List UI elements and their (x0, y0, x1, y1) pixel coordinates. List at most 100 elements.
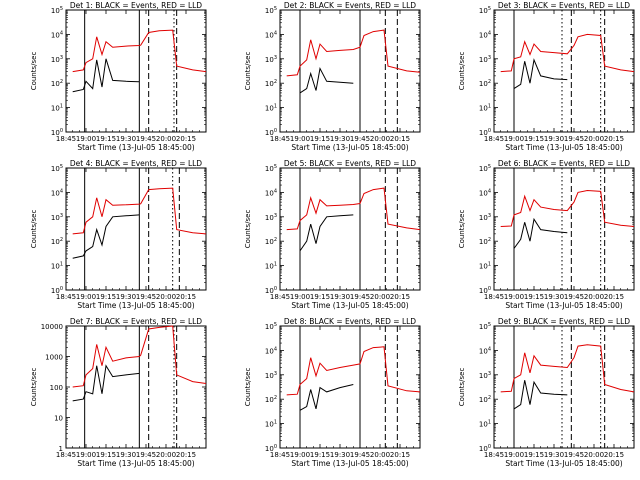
y-axis-title: Counts/sec (244, 52, 252, 91)
y-tick-label: 105 (265, 164, 277, 173)
series-line-events (72, 214, 140, 259)
y-tick-label: 105 (265, 6, 277, 15)
x-tick-label: 20:15 (176, 451, 196, 459)
x-tick-label: 19:45 (136, 293, 156, 301)
panel-title: Det 1: BLACK = Events, RED = LLD (70, 1, 202, 10)
y-tick-label: 101 (479, 420, 491, 429)
panel-title: Det 6: BLACK = Events, RED = LLD (498, 159, 630, 168)
plot-frame (493, 167, 635, 291)
y-tick-label: 103 (479, 371, 491, 380)
x-tick-label: 19:30 (116, 293, 136, 301)
x-tick-label: 20:15 (604, 293, 624, 301)
x-tick-label: 18:45 (484, 293, 504, 301)
y-tick-label: 103 (265, 371, 277, 380)
plot-frame (65, 325, 207, 449)
x-tick-label: 20:15 (604, 135, 624, 143)
x-tick-label: 19:45 (564, 293, 584, 301)
panel-det-3: Det 3: BLACK = Events, RED = LLD 100 101 10… (458, 1, 635, 152)
y-tick-label: 101 (479, 104, 491, 113)
plot-frame (493, 9, 635, 133)
panel-title: Det 7: BLACK = Events, RED = LLD (70, 317, 202, 326)
y-tick-label: 102 (265, 237, 277, 246)
series-line-lld (500, 189, 635, 227)
y-tick-label: 102 (265, 79, 277, 88)
y-tick-label: 105 (265, 322, 277, 331)
x-tick-label: 20:00 (156, 451, 176, 459)
x-axis-title: Start Time (13-Jul-05 18:45:00) (77, 143, 194, 152)
y-tick-label: 100 (479, 444, 491, 453)
y-tick-label: 10000 (41, 323, 63, 331)
x-tick-label: 19:45 (350, 451, 370, 459)
x-tick-label: 18:45 (484, 135, 504, 143)
y-axis-title: Counts/sec (458, 368, 466, 407)
y-tick-label: 102 (479, 395, 491, 404)
x-tick-label: 18:45 (270, 451, 290, 459)
y-tick-label: 103 (265, 213, 277, 222)
y-tick-label: 104 (265, 30, 277, 39)
x-tick-label: 19:30 (544, 293, 564, 301)
x-tick-label: 20:00 (370, 451, 390, 459)
y-axis-title: Counts/sec (458, 210, 466, 249)
x-tick-label: 19:15 (96, 293, 116, 301)
x-tick-label: 19:00 (76, 135, 96, 143)
x-tick-label: 19:30 (544, 135, 564, 143)
y-tick-label: 103 (51, 55, 63, 64)
x-tick-label: 19:45 (136, 451, 156, 459)
x-axis-title: Start Time (13-Jul-05 18:45:00) (291, 143, 408, 152)
x-tick-label: 19:15 (310, 293, 330, 301)
x-tick-label: 20:00 (156, 293, 176, 301)
panel-det-5: Det 5: BLACK = Events, RED = LLD 100 101 10… (244, 159, 421, 310)
x-tick-label: 18:45 (270, 135, 290, 143)
plot-frame (279, 167, 421, 291)
y-tick-label: 105 (51, 6, 63, 15)
series-line-events (299, 66, 354, 94)
x-tick-label: 20:00 (156, 135, 176, 143)
x-axis-title: Start Time (13-Jul-05 18:45:00) (505, 459, 622, 468)
series-line-lld (72, 29, 207, 73)
y-tick-label: 104 (51, 188, 63, 197)
x-axis-title: Start Time (13-Jul-05 18:45:00) (505, 301, 622, 310)
y-tick-label: 104 (479, 30, 491, 39)
series-line-events (513, 58, 568, 90)
x-tick-label: 19:30 (116, 451, 136, 459)
series-line-events (513, 380, 568, 410)
x-tick-label: 20:15 (176, 293, 196, 301)
y-tick-label: 105 (479, 164, 491, 173)
series-line-events (513, 217, 568, 249)
x-tick-label: 18:45 (56, 293, 76, 301)
x-tick-label: 19:00 (504, 451, 524, 459)
x-axis-title: Start Time (13-Jul-05 18:45:00) (77, 301, 194, 310)
y-axis-title: Counts/sec (458, 52, 466, 91)
y-tick-label: 100 (51, 128, 63, 137)
panel-det-9: Det 9: BLACK = Events, RED = LLD 100 101 10… (458, 317, 635, 468)
x-tick-label: 19:15 (524, 293, 544, 301)
x-tick-label: 19:00 (504, 293, 524, 301)
panel-det-1: Det 1: BLACK = Events, RED = LLD 100 101 10… (30, 1, 207, 152)
panel-title: Det 8: BLACK = Events, RED = LLD (284, 317, 416, 326)
panel-title: Det 2: BLACK = Events, RED = LLD (284, 1, 416, 10)
x-tick-label: 18:45 (484, 451, 504, 459)
x-tick-label: 20:00 (584, 451, 604, 459)
y-tick-label: 100 (51, 286, 63, 295)
y-tick-label: 104 (479, 188, 491, 197)
x-tick-label: 19:45 (136, 135, 156, 143)
x-tick-label: 19:45 (564, 135, 584, 143)
panel-det-6: Det 6: BLACK = Events, RED = LLD 100 101 10… (458, 159, 635, 310)
plot-frame (65, 167, 207, 291)
x-tick-label: 20:15 (176, 135, 196, 143)
panel-title: Det 9: BLACK = Events, RED = LLD (498, 317, 630, 326)
x-tick-label: 19:15 (310, 135, 330, 143)
x-axis-title: Start Time (13-Jul-05 18:45:00) (77, 459, 194, 468)
plot-frame (493, 325, 635, 449)
x-tick-label: 18:45 (56, 135, 76, 143)
y-tick-label: 102 (265, 395, 277, 404)
panel-title: Det 5: BLACK = Events, RED = LLD (284, 159, 416, 168)
y-tick-label: 102 (479, 79, 491, 88)
x-tick-label: 19:15 (96, 451, 116, 459)
panel-det-4: Det 4: BLACK = Events, RED = LLD 100 101 10… (30, 159, 207, 310)
y-tick-label: 103 (51, 213, 63, 222)
x-tick-label: 20:00 (584, 293, 604, 301)
x-tick-label: 19:15 (524, 135, 544, 143)
x-tick-label: 20:15 (390, 135, 410, 143)
